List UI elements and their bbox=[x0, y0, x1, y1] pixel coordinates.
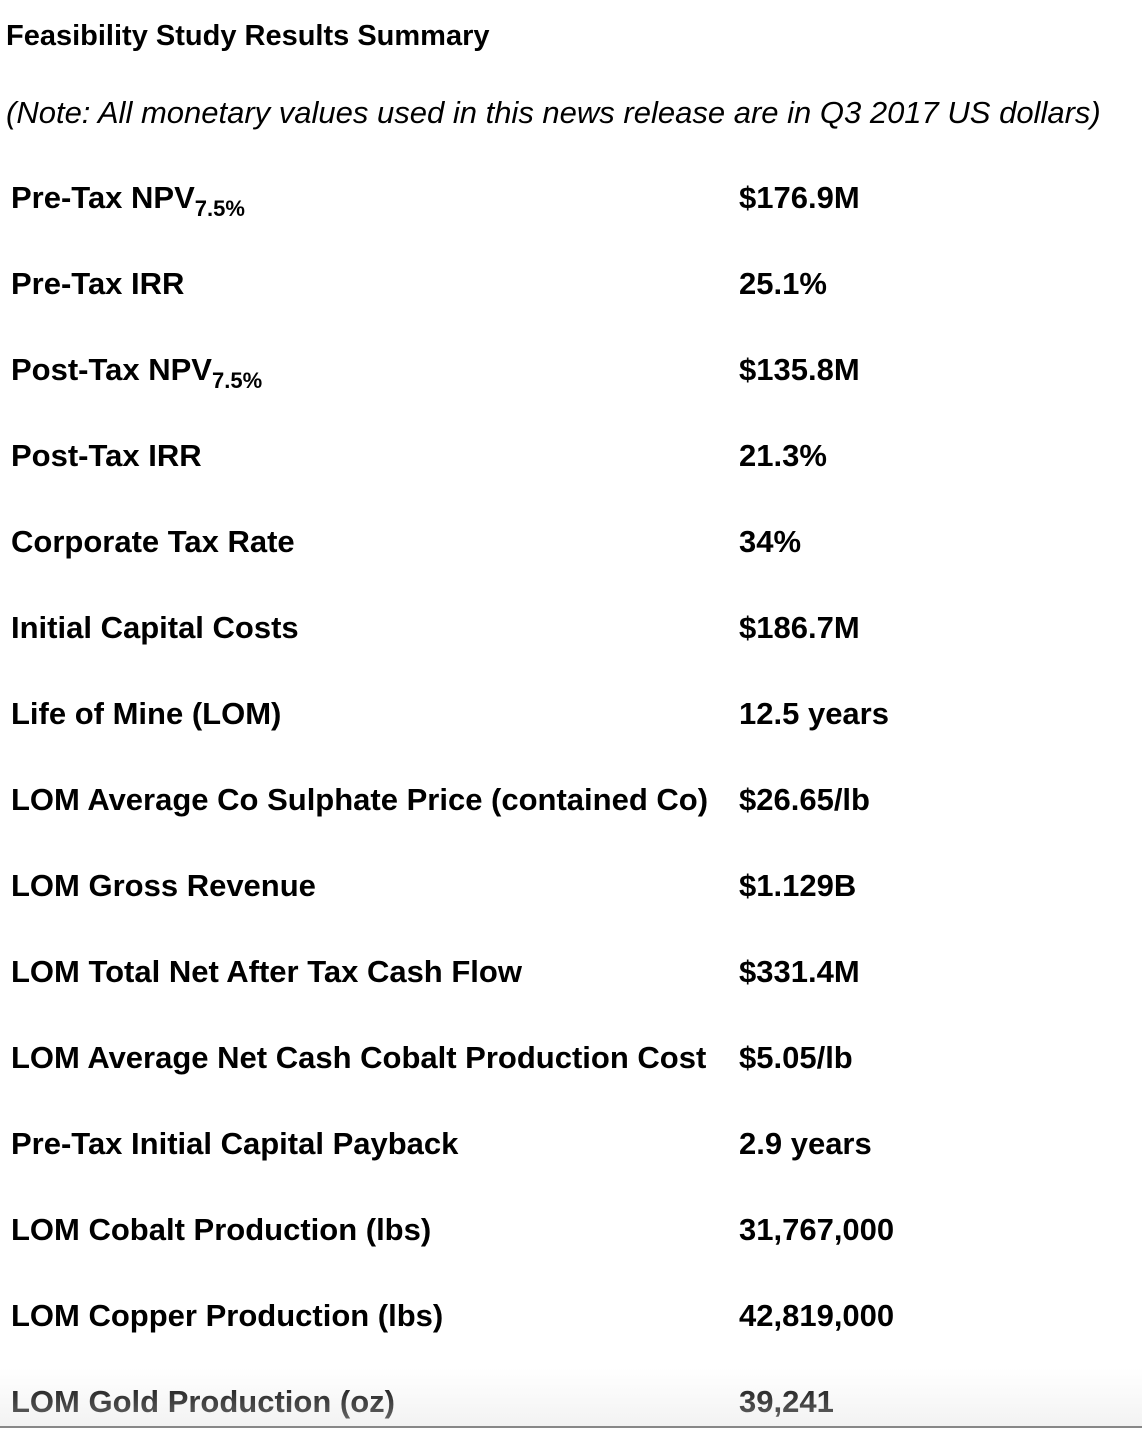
row-initial-capital-costs: Initial Capital Costs $186.7M bbox=[11, 585, 1131, 671]
row-label: Pre-Tax IRR bbox=[11, 266, 185, 301]
row-value: 12.5 years bbox=[739, 696, 889, 731]
currency-note: (Note: All monetary values used in this … bbox=[6, 95, 1101, 130]
row-value: 42,819,000 bbox=[739, 1298, 895, 1333]
row-value: $135.8M bbox=[739, 352, 860, 387]
page-title: Feasibility Study Results Summary bbox=[6, 20, 490, 52]
row-value: 34% bbox=[739, 524, 802, 559]
bottom-divider bbox=[0, 1426, 1142, 1428]
row-label: LOM Average Co Sulphate Price (contained… bbox=[11, 782, 709, 817]
row-value: $5.05/lb bbox=[739, 1040, 853, 1075]
row-value: $1.129B bbox=[739, 868, 857, 903]
row-label: LOM Copper Production (lbs) bbox=[11, 1298, 444, 1333]
row-label-subscript: 7.5% bbox=[211, 368, 263, 393]
row-cobalt-production: LOM Cobalt Production (lbs) 31,767,000 bbox=[11, 1187, 1131, 1273]
row-corporate-tax-rate: Corporate Tax Rate 34% bbox=[11, 499, 1131, 585]
row-gross-revenue: LOM Gross Revenue $1.129B bbox=[11, 843, 1131, 929]
row-value: $176.9M bbox=[739, 180, 860, 215]
row-label: Post-Tax NPV7.5% bbox=[11, 352, 263, 393]
row-value: 25.1% bbox=[739, 266, 827, 301]
results-table: Pre-Tax NPV7.5% $176.9M Pre-Tax IRR 25.1… bbox=[11, 155, 1131, 1445]
row-value: 31,767,000 bbox=[739, 1212, 895, 1247]
row-value: $186.7M bbox=[739, 610, 860, 645]
row-life-of-mine: Life of Mine (LOM) 12.5 years bbox=[11, 671, 1131, 757]
row-label: LOM Total Net After Tax Cash Flow bbox=[11, 954, 522, 989]
row-value: $26.65/lb bbox=[739, 782, 870, 817]
row-label: Post-Tax IRR bbox=[11, 438, 202, 473]
row-label: Pre-Tax NPV7.5% bbox=[11, 180, 245, 221]
row-value: 39,241 bbox=[739, 1384, 834, 1419]
row-label-subscript: 7.5% bbox=[194, 196, 245, 221]
row-label: Pre-Tax Initial Capital Payback bbox=[11, 1126, 459, 1161]
row-value: 2.9 years bbox=[739, 1126, 872, 1161]
row-cobalt-production-cost: LOM Average Net Cash Cobalt Production C… bbox=[11, 1015, 1131, 1101]
row-label: Life of Mine (LOM) bbox=[11, 696, 282, 731]
row-label: Corporate Tax Rate bbox=[11, 524, 295, 559]
row-label: Initial Capital Costs bbox=[11, 610, 299, 645]
row-label: LOM Gross Revenue bbox=[11, 868, 316, 903]
row-label: LOM Average Net Cash Cobalt Production C… bbox=[11, 1040, 707, 1075]
row-post-tax-irr: Post-Tax IRR 21.3% bbox=[11, 413, 1131, 499]
row-co-sulphate-price: LOM Average Co Sulphate Price (contained… bbox=[11, 757, 1131, 843]
row-value: 21.3% bbox=[739, 438, 827, 473]
row-post-tax-npv: Post-Tax NPV7.5% $135.8M bbox=[11, 327, 1131, 413]
row-copper-production: LOM Copper Production (lbs) 42,819,000 bbox=[11, 1273, 1131, 1359]
row-label: LOM Cobalt Production (lbs) bbox=[11, 1212, 432, 1247]
row-gold-production: LOM Gold Production (oz) 39,241 bbox=[11, 1359, 1131, 1445]
row-pre-tax-npv: Pre-Tax NPV7.5% $176.9M bbox=[11, 155, 1131, 241]
row-capital-payback: Pre-Tax Initial Capital Payback 2.9 year… bbox=[11, 1101, 1131, 1187]
row-label: LOM Gold Production (oz) bbox=[11, 1384, 395, 1419]
row-value: $331.4M bbox=[739, 954, 860, 989]
row-net-after-tax-cash-flow: LOM Total Net After Tax Cash Flow $331.4… bbox=[11, 929, 1131, 1015]
row-pre-tax-irr: Pre-Tax IRR 25.1% bbox=[11, 241, 1131, 327]
